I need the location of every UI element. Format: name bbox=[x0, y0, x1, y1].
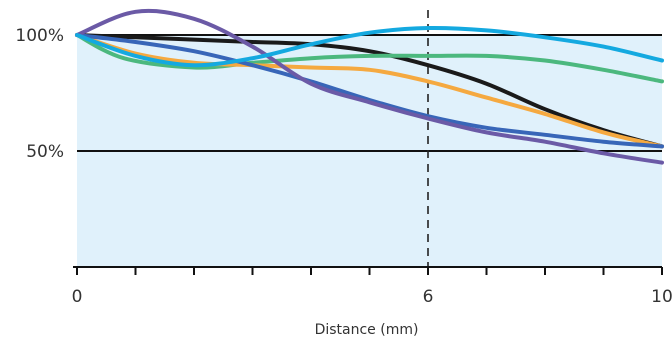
x-tick-label: 10 bbox=[651, 287, 672, 307]
x-tick-label: 0 bbox=[72, 287, 83, 307]
series-line-3 bbox=[75, 33, 664, 149]
gridlines bbox=[77, 34, 662, 152]
series-line-4 bbox=[75, 33, 664, 149]
x-axis-label: Distance (mm) bbox=[315, 322, 419, 338]
series-line-6 bbox=[75, 25, 664, 68]
series-line-1 bbox=[75, 33, 664, 149]
series-line-5 bbox=[75, 8, 664, 165]
series-layer bbox=[75, 8, 664, 165]
x-axis bbox=[73, 266, 663, 275]
x-tick-label: 6 bbox=[423, 287, 434, 307]
tick-labels: 100% 50% 0 6 10 bbox=[15, 26, 672, 307]
y-tick-label: 50% bbox=[26, 142, 64, 162]
y-tick-label: 100% bbox=[15, 26, 64, 46]
series-line-2 bbox=[75, 33, 664, 84]
